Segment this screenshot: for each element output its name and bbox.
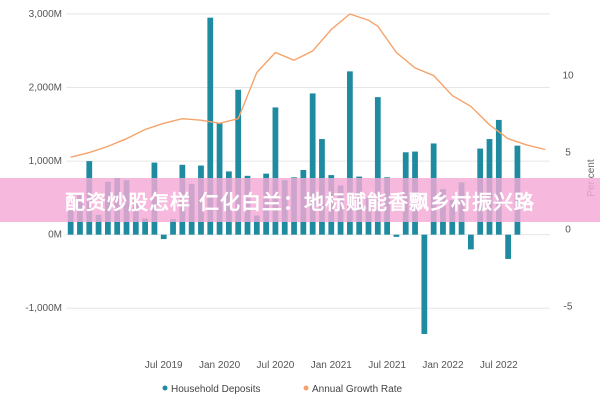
bar (207, 17, 214, 235)
bar (421, 234, 428, 334)
bar (505, 234, 512, 259)
bar (393, 234, 400, 237)
bar (170, 219, 176, 235)
bar (309, 93, 316, 235)
household-deposits-bars (67, 17, 521, 334)
legend: Household Deposits Annual Growth Rate (162, 384, 402, 395)
y-tick-right: 10 (562, 71, 574, 82)
bar (253, 215, 260, 235)
legend-label-growth: Annual Growth Rate (312, 384, 402, 395)
right-axis-title: Per cent (586, 159, 597, 196)
y-tick-left: 0M (48, 230, 62, 241)
y-tick-right: -5 (564, 302, 573, 313)
y-tick-left: -1,000M (25, 303, 62, 314)
bar (67, 210, 74, 235)
x-tick: Jul 2021 (368, 360, 406, 371)
x-axis-ticks: Jul 2019 Jan 2020 Jul 2020 Jan 2021 Jul 2021… (145, 360, 518, 371)
y-tick-left: 3,000M (29, 9, 62, 20)
bar (160, 234, 167, 240)
annual-growth-rate-line (70, 13, 546, 158)
y-tick-right: 5 (565, 148, 571, 159)
right-axis-ticks: -5 0 5 10 (562, 71, 574, 313)
x-tick: Jul 2020 (257, 360, 295, 371)
bar (495, 119, 502, 235)
y-tick-left: 2,000M (29, 83, 62, 94)
overlay-banner: 配资炒股怎样 仁化白兰：地标赋能香飘乡村振兴路 (0, 178, 600, 222)
legend-label-deposits: Household Deposits (171, 384, 261, 395)
y-tick-right: 0 (565, 225, 571, 236)
x-tick: Jan 2022 (422, 360, 464, 371)
legend-marker-growth (303, 385, 309, 391)
bar (142, 218, 149, 235)
bar (235, 89, 242, 235)
bar (467, 234, 474, 250)
x-tick: Jul 2022 (480, 360, 518, 371)
x-tick: Jan 2020 (199, 360, 241, 371)
banner-text: 配资炒股怎样 仁化白兰：地标赋能香飘乡村振兴路 (65, 189, 535, 214)
bar (374, 97, 381, 235)
x-tick: Jul 2019 (145, 360, 183, 371)
legend-marker-deposits (162, 385, 168, 391)
bar (95, 214, 102, 235)
left-axis-ticks: -1,000M 0M 1,000M 2,000M 3,000M (25, 9, 62, 314)
y-tick-left: 1,000M (29, 156, 62, 167)
x-tick: Jan 2021 (311, 360, 353, 371)
bar (346, 71, 353, 235)
bar (272, 107, 279, 235)
